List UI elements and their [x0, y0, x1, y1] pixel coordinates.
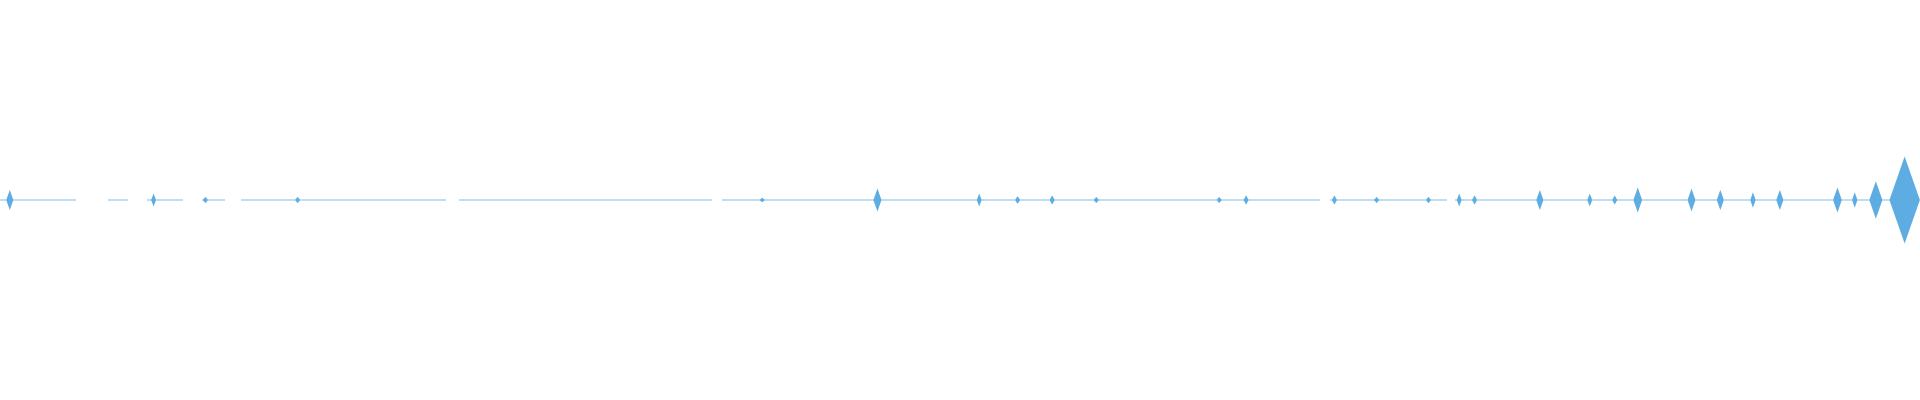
waveform-peak — [1776, 189, 1784, 211]
waveform-peak — [202, 196, 209, 204]
waveform-peak — [1633, 187, 1643, 213]
waveform-peak — [1456, 193, 1462, 207]
waveform-peak — [1373, 196, 1380, 204]
waveform-peak — [1587, 193, 1593, 207]
waveform-peak — [1331, 195, 1337, 205]
waveform-peak — [151, 193, 157, 207]
waveform-peak — [1471, 195, 1478, 205]
waveform-peak — [976, 193, 982, 207]
waveform-peak — [1093, 196, 1099, 204]
waveform-peak — [759, 197, 766, 203]
waveform-peak — [1833, 187, 1842, 213]
waveform-peak — [1216, 196, 1222, 204]
waveform-peak — [1716, 189, 1724, 211]
waveform-peak — [6, 189, 14, 211]
waveform-peak — [1014, 196, 1021, 204]
waveform-peak — [1049, 195, 1055, 205]
waveform-peak — [1889, 156, 1920, 244]
waveform-peak — [1536, 189, 1544, 211]
waveform-peak — [1852, 192, 1858, 208]
waveform-peak — [1913, 192, 1919, 208]
waveform-peak — [873, 188, 882, 212]
waveform-peak — [1612, 195, 1618, 205]
waveform-peak — [294, 196, 301, 204]
waveform-peak — [1425, 196, 1432, 204]
waveform-peak — [1687, 188, 1696, 212]
waveform-peak — [1750, 192, 1756, 208]
waveform-peak — [1869, 181, 1883, 219]
waveform-peaks — [6, 156, 1920, 244]
waveform-peak — [1243, 195, 1249, 205]
